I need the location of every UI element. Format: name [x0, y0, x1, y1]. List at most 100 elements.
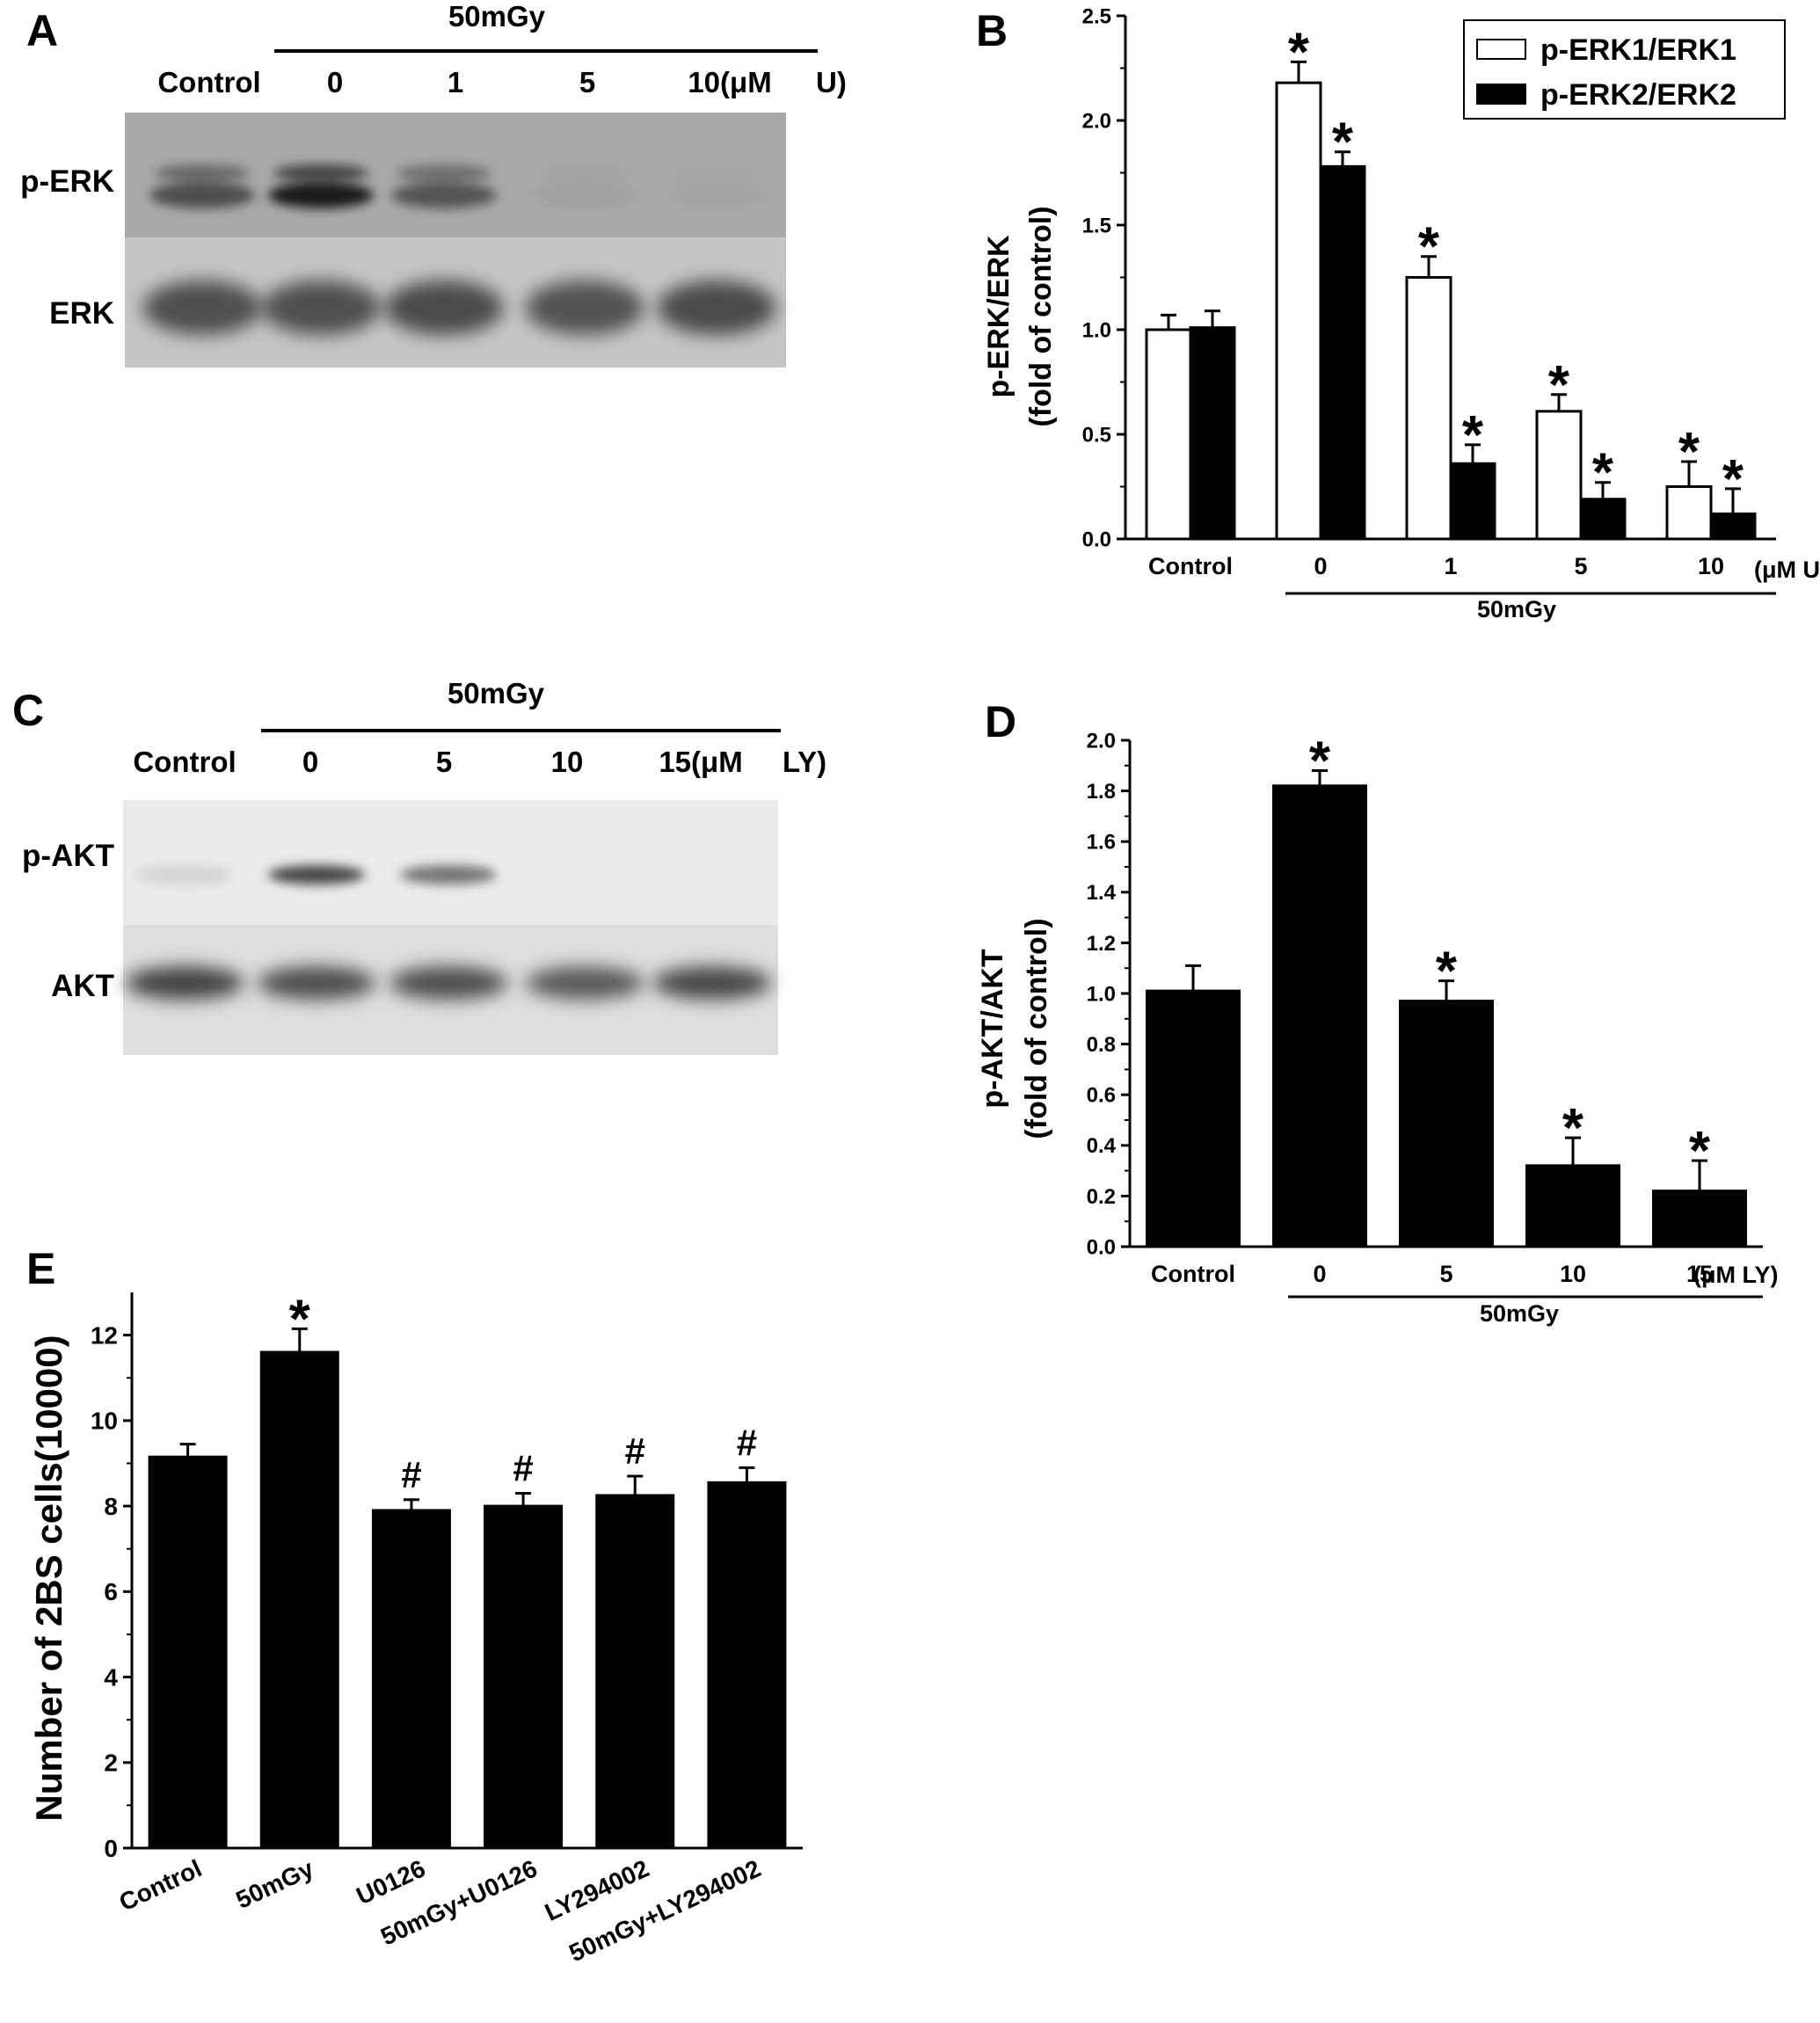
- chart-e-bar-0-5: [707, 1481, 787, 1850]
- blot-a-top-band-4: [664, 182, 769, 208]
- chart-e-ytick-label-2: 4: [104, 1663, 118, 1691]
- blot-c-row-label-1: AKT: [51, 969, 114, 1003]
- blot-c-lane-label-4: 15(μM: [659, 746, 742, 778]
- chart-b-significance-0-3: *: [1548, 355, 1570, 416]
- chart-d-ytick-label-10: 2.0: [1087, 729, 1116, 753]
- blot-c-lane-label-0: Control: [133, 746, 236, 778]
- chart-d-bar-0-4: [1652, 1190, 1747, 1248]
- chart-b-xtick-label-4: 10: [1698, 553, 1724, 579]
- chart-e-significance-0-3: #: [513, 1447, 533, 1488]
- chart-d-xtick-label-0: Control: [1151, 1261, 1235, 1287]
- chart-e-plot: 024681012Control*50mGy#U0126#50mGy+U0126…: [91, 1289, 803, 1967]
- chart-d-ytick-label-5: 1.0: [1087, 982, 1116, 1006]
- chart-d-unit-label: (μM LY): [1693, 1262, 1779, 1288]
- chart-b-ytick-label-1: 0.5: [1082, 423, 1111, 447]
- blot-c-bottom-band-0: [125, 966, 244, 1000]
- blot-c-bottom-band-3: [525, 966, 644, 1000]
- chart-b-xtick-label-3: 5: [1574, 553, 1587, 579]
- panel-letter-a: A: [26, 6, 58, 55]
- chart-d-xtick-label-3: 10: [1560, 1261, 1586, 1287]
- chart-b-group-label: 50mGy: [1477, 596, 1556, 622]
- chart-e-xtick-label-2: U0126: [353, 1854, 430, 1910]
- blot-a: 50mGy Control 0 1 5 10(μM U) p-ERK ERK: [20, 0, 847, 367]
- blot-a-bottom-band-0: [142, 280, 262, 335]
- chart-b-legend-label-1: p-ERK2/ERK2: [1540, 78, 1736, 112]
- chart-b: 0.0 0.5 1.0 1.5 2.0 2.5 Control * * 0 * * 1 * * 5 * * 10 p…: [982, 4, 1820, 622]
- chart-b-ytick-label-3: 1.5: [1082, 214, 1111, 237]
- chart-d-ytick-label-4: 0.8: [1087, 1033, 1116, 1057]
- chart-d: 0.0 0.2 0.4 0.6 0.8 1.0 1.2 1.4 1.6 1.8 2.0 Control…: [976, 729, 1779, 1327]
- blot-c-bottom-band-2: [389, 966, 508, 1000]
- chart-e-significance-0-4: #: [625, 1430, 645, 1472]
- blot-c: 50mGy Control 0 5 10 15(μM LY) p-AKT AKT: [22, 677, 826, 1055]
- chart-e-xtick-label-0: Control: [115, 1854, 206, 1916]
- blot-a-row-label-1: ERK: [49, 296, 114, 331]
- chart-b-legend: p-ERK1/ERK1 p-ERK2/ERK2: [1463, 19, 1786, 120]
- chart-b-bar-1-2: [1449, 462, 1496, 541]
- chart-d-ytick-label-0: 0.0: [1087, 1235, 1116, 1259]
- chart-b-bar-1-4: [1709, 512, 1757, 541]
- chart-e-bar-0-1: [259, 1350, 339, 1850]
- chart-d-significance-0-2: *: [1436, 942, 1458, 1002]
- chart-e-bar-0-4: [595, 1494, 675, 1850]
- chart-b-significance-1-2: *: [1462, 405, 1484, 466]
- blot-a-top-band-upper-2: [397, 164, 491, 182]
- blot-c-bottom-band-4: [652, 966, 772, 1000]
- blot-a-top-band-0: [149, 182, 255, 208]
- chart-d-significance-0-3: *: [1562, 1098, 1584, 1159]
- chart-b-significance-0-1: *: [1288, 22, 1310, 83]
- chart-d-bar-0-3: [1525, 1164, 1620, 1248]
- chart-d-ytick-label-3: 0.6: [1087, 1084, 1116, 1108]
- blot-a-bands-top: [149, 164, 769, 208]
- chart-e-ytick-label-0: 0: [104, 1835, 118, 1862]
- panel-letter-e: E: [26, 1244, 55, 1293]
- blot-a-top-band-2: [391, 182, 497, 208]
- chart-d-ytick-label-9: 1.8: [1087, 780, 1116, 804]
- blot-c-treatment-label: 50mGy: [448, 677, 545, 710]
- chart-d-ylabel-line2: (fold of control): [1020, 918, 1053, 1139]
- chart-d-bar-0-1: [1272, 784, 1367, 1248]
- blot-a-lane-label-3: 5: [579, 66, 595, 98]
- chart-b-plot: 0.0 0.5 1.0 1.5 2.0 2.5 Control * * 0 * * 1 * * 5 * * 10: [1082, 4, 1776, 579]
- chart-b-ytick-label-4: 2.0: [1082, 109, 1111, 133]
- chart-e-xtick-label-1: 50mGy: [232, 1854, 318, 1914]
- blot-c-membrane-top: [123, 800, 778, 925]
- chart-e: 024681012Control*50mGy#U0126#50mGy+U0126…: [28, 1289, 803, 1967]
- blot-a-top-band-upper-1: [273, 164, 368, 182]
- blot-c-top-band-2: [400, 865, 497, 884]
- chart-b-ytick-label-2: 1.0: [1082, 318, 1111, 342]
- chart-e-ytick-label-1: 2: [104, 1750, 118, 1777]
- panel-letter-b: B: [976, 6, 1008, 55]
- chart-e-significance-0-2: #: [401, 1454, 421, 1495]
- chart-b-bar-1-0: [1189, 326, 1236, 541]
- chart-b-legend-swatch-1: [1476, 84, 1526, 105]
- chart-b-ylabel-line2: (fold of control): [1024, 206, 1058, 426]
- chart-e-ylabel: Number of 2BS cells(10000): [28, 1335, 69, 1821]
- chart-e-ytick-label-4: 8: [104, 1493, 118, 1520]
- chart-b-bar-0-1: [1275, 81, 1322, 541]
- chart-d-ylabel-line1: p-AKT/AKT: [976, 949, 1009, 1109]
- chart-e-xtick-label-5: 50mGy+LY294002: [565, 1854, 765, 1967]
- blot-c-top-band-0: [136, 865, 233, 884]
- chart-d-significance-0-4: *: [1689, 1121, 1711, 1182]
- blot-a-treatment-label: 50mGy: [448, 0, 546, 33]
- chart-e-bar-0-3: [484, 1504, 564, 1850]
- chart-d-ytick-label-1: 0.2: [1087, 1185, 1116, 1209]
- chart-b-significance-0-4: *: [1678, 422, 1700, 483]
- blot-c-lane-label-3: 10: [551, 746, 584, 778]
- chart-b-significance-1-4: *: [1722, 449, 1744, 510]
- chart-d-group-label: 50mGy: [1480, 1300, 1559, 1327]
- blot-a-lane-label-0: Control: [157, 66, 260, 98]
- blot-c-top-band-1: [268, 865, 365, 884]
- blot-c-row-label-0: p-AKT: [22, 839, 114, 873]
- chart-b-legend-swatch-0: [1476, 39, 1526, 60]
- blot-a-top-band-1: [268, 182, 374, 208]
- panel-letter-d: D: [985, 697, 1016, 746]
- chart-d-ytick-label-6: 1.2: [1087, 932, 1116, 956]
- blot-a-bottom-band-2: [384, 280, 504, 335]
- blot-a-top-band-upper-4: [669, 164, 764, 182]
- blot-c-bottom-band-1: [257, 966, 376, 1000]
- blot-a-top-band-3: [532, 182, 637, 208]
- chart-b-legend-label-0: p-ERK1/ERK1: [1540, 33, 1736, 67]
